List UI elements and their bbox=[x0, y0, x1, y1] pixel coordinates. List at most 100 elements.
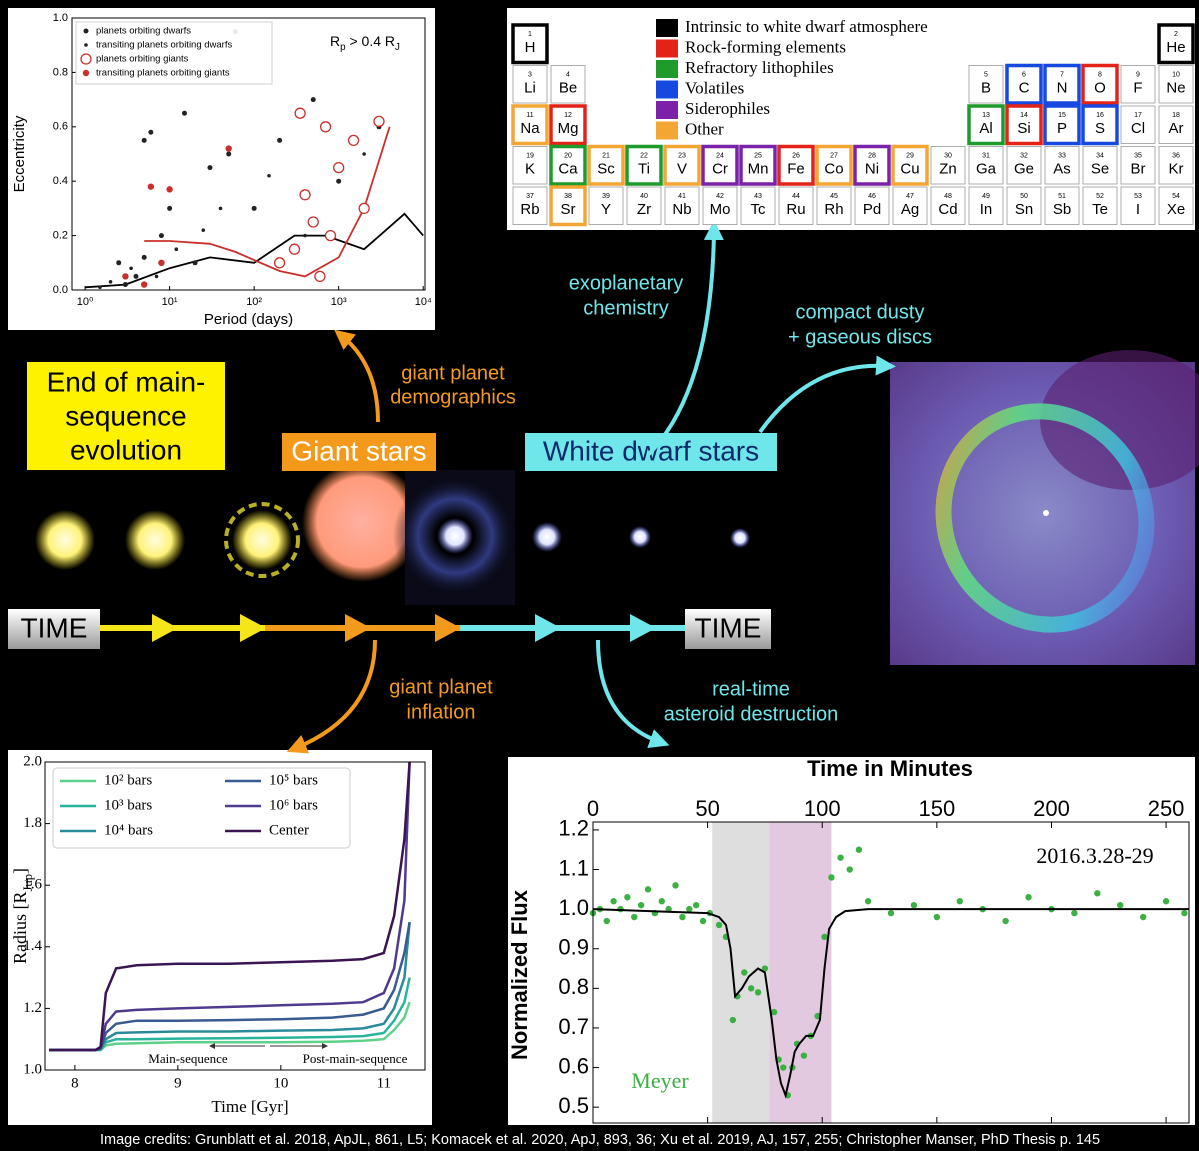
flux-point bbox=[1025, 894, 1031, 900]
y-tick-label: 0.4 bbox=[53, 175, 68, 187]
element-cell: 25Mn bbox=[741, 147, 775, 185]
atomic-number: 1 bbox=[528, 31, 532, 38]
legend-label: Refractory lithophiles bbox=[685, 58, 834, 77]
element-cell: 20Ca bbox=[551, 147, 585, 185]
legend-marker bbox=[84, 43, 88, 47]
legend-label: Other bbox=[685, 119, 724, 138]
point bbox=[275, 258, 285, 268]
atomic-number: 46 bbox=[868, 193, 876, 200]
atomic-number: 7 bbox=[1060, 71, 1064, 78]
element-symbol: Tc bbox=[751, 201, 767, 218]
element-cell: 34Se bbox=[1083, 147, 1117, 185]
flux-point bbox=[700, 918, 706, 924]
element-cell: 18Ar bbox=[1159, 106, 1193, 144]
element-symbol: Si bbox=[1017, 120, 1030, 137]
atomic-number: 40 bbox=[640, 193, 648, 200]
legend-label: Center bbox=[269, 822, 309, 838]
element-cell: 47Ag bbox=[893, 187, 927, 225]
point bbox=[167, 206, 172, 211]
element-symbol: Cu bbox=[900, 160, 919, 177]
atomic-number: 14 bbox=[1020, 112, 1028, 119]
point bbox=[207, 165, 212, 170]
element-symbol: B bbox=[981, 79, 991, 96]
point bbox=[359, 203, 369, 213]
element-cell: 23V bbox=[665, 147, 699, 185]
atomic-number: 34 bbox=[1096, 152, 1104, 159]
flux-point bbox=[1117, 902, 1123, 908]
point bbox=[349, 135, 359, 145]
annotation-part: R bbox=[330, 33, 340, 49]
legend-label: Rock-forming elements bbox=[685, 37, 846, 56]
flux-point bbox=[730, 1017, 736, 1023]
flux-point bbox=[755, 989, 761, 995]
atomic-number: 54 bbox=[1172, 193, 1180, 200]
element-cell: 21Sc bbox=[589, 147, 623, 185]
white-dwarf bbox=[437, 518, 473, 554]
point bbox=[129, 266, 133, 270]
connector-label: giant planet bbox=[401, 362, 505, 384]
element-symbol: Zn bbox=[939, 160, 957, 177]
flux-point bbox=[1071, 910, 1077, 916]
y-axis-label-part: R bbox=[10, 891, 30, 903]
annotation: Main-sequence bbox=[148, 1051, 228, 1066]
element-symbol: Se bbox=[1091, 160, 1109, 177]
atomic-number: 23 bbox=[678, 152, 686, 159]
atomic-number: 36 bbox=[1172, 152, 1180, 159]
legend-label: Volatiles bbox=[685, 78, 744, 97]
connector-label: real-time bbox=[712, 678, 790, 700]
annotation-part: J bbox=[395, 42, 400, 53]
element-cell: 16S bbox=[1083, 106, 1117, 144]
flux-point bbox=[847, 866, 853, 872]
legend-label: planets orbiting dwarfs bbox=[96, 26, 191, 37]
point bbox=[325, 231, 335, 241]
point bbox=[311, 97, 316, 102]
flux-point bbox=[686, 906, 692, 912]
element-symbol: Mn bbox=[748, 160, 769, 177]
atomic-number: 19 bbox=[526, 152, 534, 159]
element-symbol: Sc bbox=[597, 160, 615, 177]
connector-label: giant planet bbox=[389, 676, 493, 698]
point bbox=[226, 145, 232, 151]
element-symbol: Be bbox=[559, 79, 577, 96]
atomic-number: 13 bbox=[982, 112, 990, 119]
x-tick-label: 10 bbox=[273, 1075, 288, 1091]
element-symbol: Ne bbox=[1166, 79, 1185, 96]
legend-label: transiting planets orbiting dwarfs bbox=[96, 40, 232, 51]
element-symbol: Al bbox=[979, 120, 992, 137]
element-symbol: V bbox=[677, 160, 687, 177]
legend-swatch bbox=[656, 81, 678, 99]
y-tick-label: 1.1 bbox=[558, 855, 589, 880]
flux-point bbox=[1002, 918, 1008, 924]
legend-marker bbox=[84, 29, 89, 34]
flux-point bbox=[801, 1052, 807, 1058]
point bbox=[166, 186, 172, 192]
white-dwarf bbox=[730, 528, 750, 548]
element-symbol: Cd bbox=[938, 201, 957, 218]
point bbox=[155, 275, 159, 279]
flux-point bbox=[1181, 910, 1187, 916]
atomic-number: 43 bbox=[754, 193, 762, 200]
element-symbol: Li bbox=[524, 79, 536, 96]
connector-label: exoplanetary bbox=[569, 272, 684, 294]
x-tick-label: 100 bbox=[804, 796, 841, 821]
atomic-number: 6 bbox=[1022, 71, 1026, 78]
point bbox=[148, 130, 153, 135]
atomic-number: 24 bbox=[716, 152, 724, 159]
element-symbol: Fe bbox=[787, 160, 805, 177]
legend-swatch bbox=[656, 60, 678, 78]
element-cell: 19K bbox=[513, 147, 547, 185]
flux-point bbox=[679, 914, 685, 920]
element-symbol: Co bbox=[824, 160, 843, 177]
point bbox=[159, 233, 164, 238]
point bbox=[226, 152, 231, 157]
point bbox=[308, 217, 318, 227]
element-symbol: I bbox=[1136, 201, 1140, 218]
point bbox=[336, 179, 341, 184]
stage-label: evolution bbox=[70, 434, 182, 465]
point bbox=[148, 183, 154, 189]
point bbox=[300, 190, 310, 200]
element-cell: 37Rb bbox=[513, 187, 547, 225]
flux-panel bbox=[508, 757, 1195, 1125]
element-symbol: N bbox=[1057, 79, 1068, 96]
